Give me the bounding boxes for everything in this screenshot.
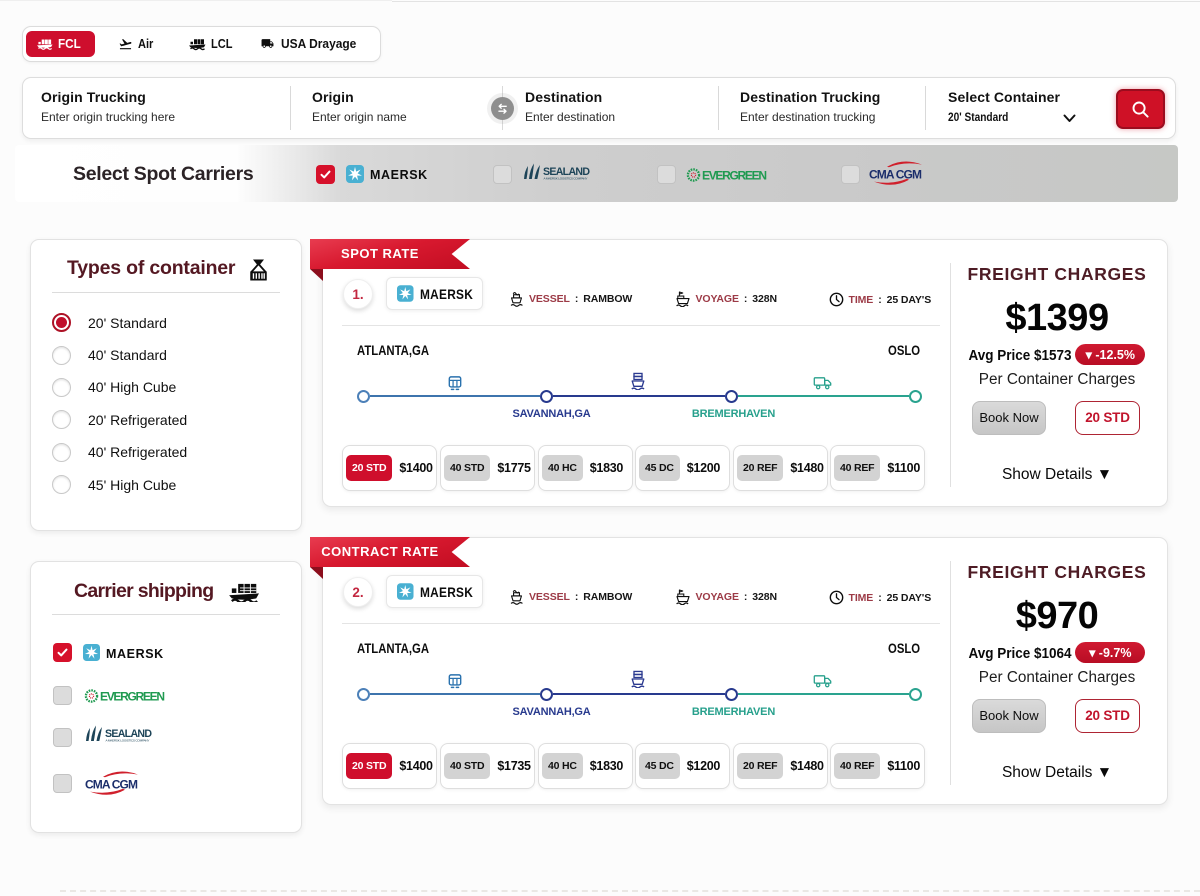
svg-text:EVERGREEN: EVERGREEN xyxy=(702,168,767,182)
svg-text:SEALAND: SEALAND xyxy=(105,728,152,740)
svg-text:CMA CGM: CMA CGM xyxy=(85,777,138,791)
svg-text:CMA CGM: CMA CGM xyxy=(869,167,922,181)
svg-text:EVERGREEN: EVERGREEN xyxy=(100,689,165,703)
svg-text:A MAERSK LOGISTICS COMPANY: A MAERSK LOGISTICS COMPANY xyxy=(544,177,588,181)
svg-text:SEALAND: SEALAND xyxy=(543,166,590,178)
svg-text:A MAERSK LOGISTICS COMPANY: A MAERSK LOGISTICS COMPANY xyxy=(106,739,150,743)
